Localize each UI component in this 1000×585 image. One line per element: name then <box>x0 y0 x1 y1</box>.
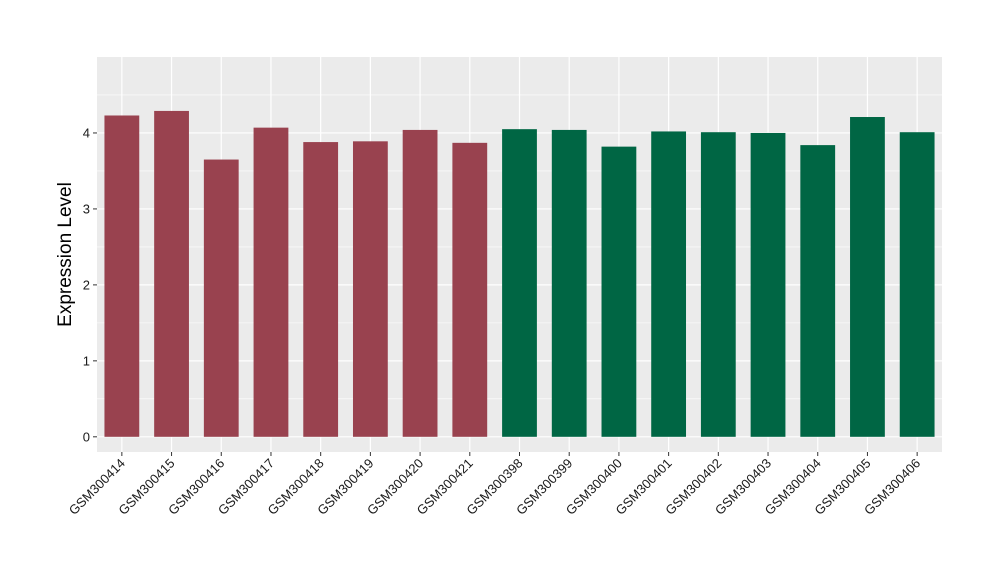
bar-GSM300402 <box>700 132 736 437</box>
bar-GSM300401 <box>651 131 687 437</box>
y-tick-label: 3 <box>83 201 90 216</box>
x-axis: GSM300414GSM300415GSM300416GSM300417GSM3… <box>66 452 923 518</box>
bar-GSM300398 <box>502 129 537 437</box>
bar-GSM300404 <box>800 145 836 437</box>
bar-GSM300414 <box>104 115 140 437</box>
y-tick-label: 2 <box>83 277 90 292</box>
bar-GSM300400 <box>601 146 637 437</box>
y-tick-label: 1 <box>83 353 90 368</box>
bar-GSM300421 <box>452 142 488 437</box>
bar-GSM300420 <box>402 129 438 437</box>
y-tick-label: 0 <box>83 429 90 444</box>
y-tick-label: 4 <box>83 125 90 140</box>
bar-GSM300403 <box>750 132 786 437</box>
y-axis: 0 1 2 3 4 <box>83 125 97 444</box>
bar-GSM300416 <box>203 159 239 437</box>
bar-GSM300399 <box>551 129 587 437</box>
bars <box>104 110 935 437</box>
bar-GSM300415 <box>154 110 189 437</box>
bar-GSM300418 <box>303 142 339 437</box>
bar-GSM300405 <box>850 117 885 437</box>
bar-GSM300419 <box>352 141 388 437</box>
bar-GSM300406 <box>899 132 935 437</box>
y-axis-title: Expression Level <box>55 182 76 327</box>
bar-GSM300417 <box>253 127 289 437</box>
